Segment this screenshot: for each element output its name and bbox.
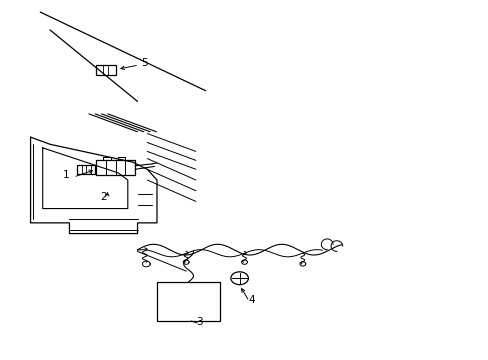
Circle shape xyxy=(230,272,248,285)
Text: 5: 5 xyxy=(141,58,148,68)
Bar xyxy=(77,165,95,174)
Text: 4: 4 xyxy=(248,295,255,305)
Text: 1: 1 xyxy=(62,170,69,180)
Text: 3: 3 xyxy=(196,317,203,327)
Bar xyxy=(157,282,220,321)
Text: 2: 2 xyxy=(100,192,106,202)
Bar xyxy=(96,64,116,75)
